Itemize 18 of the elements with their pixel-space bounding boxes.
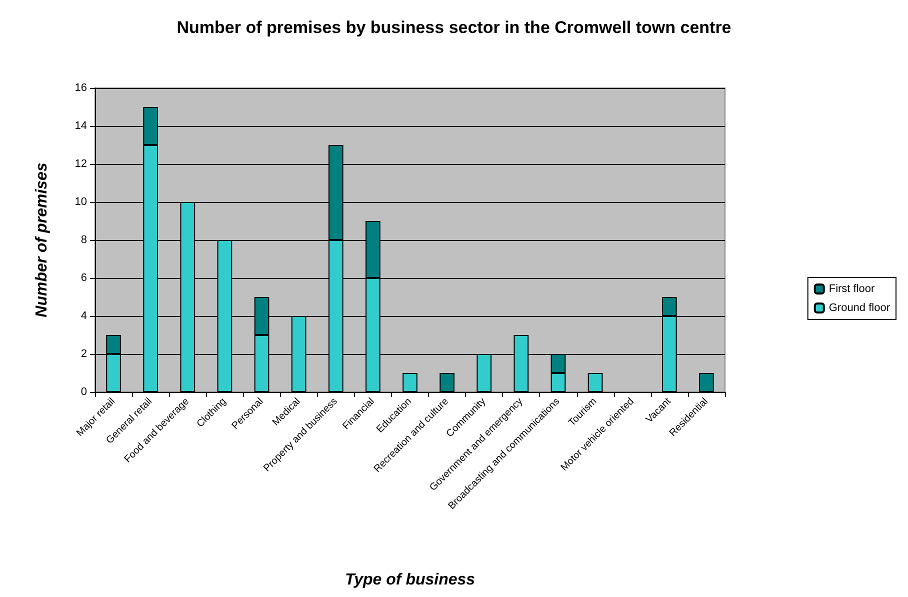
bar: [402, 373, 418, 392]
y-tick-label: 0: [80, 386, 87, 398]
y-tick-label: 12: [74, 158, 87, 170]
legend-label: Ground floor: [828, 302, 890, 314]
legend-label: First floor: [828, 283, 876, 295]
bar: [699, 373, 714, 392]
y-tick-label: 8: [80, 234, 87, 246]
y-tick-label: 16: [74, 82, 87, 94]
y-tick-label: 2: [80, 348, 87, 360]
bar: [440, 373, 454, 392]
y-tick-label: 4: [80, 310, 87, 322]
y-tick-label: 14: [74, 120, 87, 132]
y-axis-title: Number of premises: [34, 162, 50, 318]
chart-title: Number of premises by business sector in the Cromwell town centre: [176, 18, 732, 37]
y-tick-label: 6: [80, 272, 87, 284]
bar: [588, 373, 603, 392]
y-tick-label: 10: [74, 196, 87, 208]
x-axis-title: Type of business: [344, 572, 476, 588]
